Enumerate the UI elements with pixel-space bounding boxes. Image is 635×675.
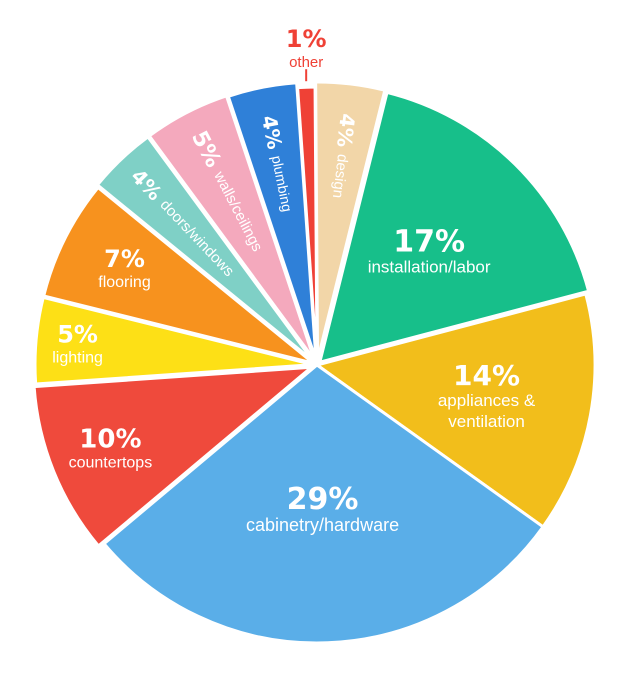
category-label: countertops (69, 455, 153, 472)
category-label: other (289, 54, 323, 71)
slice-appliances-ventilation (315, 292, 597, 529)
category-label: design (329, 153, 351, 199)
category-label: cabinetry/hardware (246, 515, 399, 535)
value-label: 4% (332, 112, 361, 155)
value-label: 14% (453, 359, 520, 392)
slice-design (314, 80, 387, 362)
slice-label-design: 4% design (326, 112, 360, 199)
slice-lighting (33, 295, 315, 386)
category-label: lighting (52, 349, 103, 366)
slice-label-other: 1%other (286, 25, 327, 82)
slice-cabinetry-hardware (102, 363, 545, 645)
slice-installation-labor (318, 90, 591, 364)
category-label: installation/labor (368, 257, 491, 276)
slice-label-flooring: 7%flooring (98, 245, 150, 291)
slice-label-countertops: 10%countertops (69, 425, 153, 472)
value-label: 7% (104, 245, 145, 273)
category-label: flooring (98, 274, 150, 291)
slice-countertops (32, 365, 313, 548)
slice-walls-ceilings (147, 94, 316, 362)
category-label: ventilation (448, 412, 525, 431)
slice-label-appliances-ventilation: 14%appliances & ventilation (438, 359, 536, 431)
pie-slices (32, 80, 597, 645)
slice-label-installation-labor: 17%installation/labor (368, 224, 491, 276)
value-label: 10% (79, 425, 141, 455)
slice-plumbing (226, 81, 318, 362)
slice-doors-windows (95, 135, 315, 363)
value-label: 29% (287, 482, 359, 517)
category-label: appliances & (438, 391, 536, 410)
slice-label-lighting: 5%lighting (52, 320, 103, 366)
value-label: 1% (286, 25, 327, 53)
value-label: 5% (57, 320, 98, 348)
slice-label-cabinetry-hardware: 29%cabinetry/hardware (246, 482, 399, 535)
value-label: 17% (393, 224, 465, 259)
slice-text: 4% design (326, 112, 360, 199)
slice-flooring (42, 186, 315, 365)
